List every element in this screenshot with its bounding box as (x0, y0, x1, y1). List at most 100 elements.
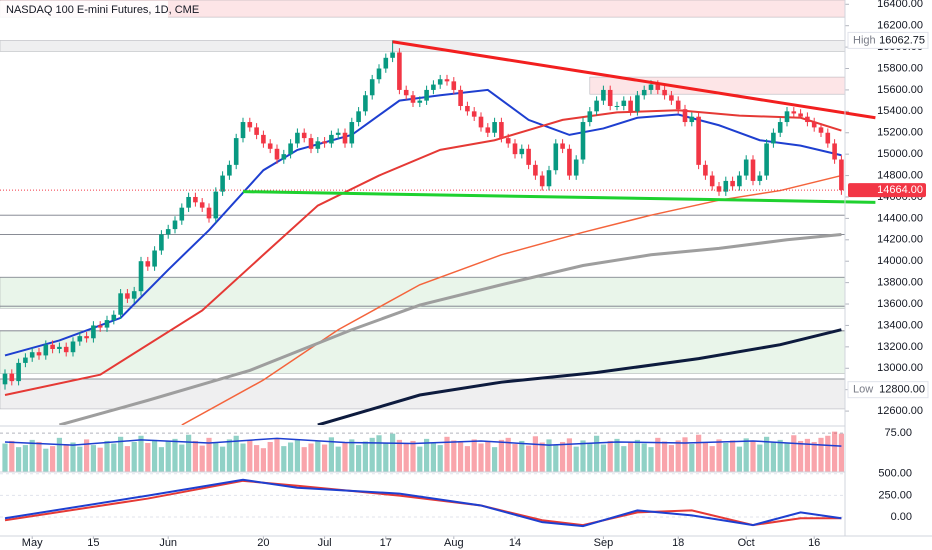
candle-body (526, 148, 531, 165)
candle-body (227, 164, 232, 176)
candle-body (512, 143, 518, 155)
oscillator-bar (349, 439, 355, 472)
candle-body (628, 100, 633, 112)
x-tick-label: May (22, 537, 43, 549)
candle-body (451, 81, 457, 90)
oscillator-bar (233, 435, 239, 472)
oscillator-bar (736, 446, 742, 472)
candle-body (29, 352, 35, 358)
candle-body (839, 159, 844, 191)
oscillator-bar (648, 447, 654, 472)
oscillator-bar (43, 448, 49, 472)
oscillator-bar (580, 440, 586, 472)
candle-body (533, 164, 538, 176)
candle-body (825, 132, 831, 144)
candle-body (682, 109, 688, 123)
oscillator-bar (111, 443, 117, 472)
candle-body (465, 105, 470, 112)
candle-body (261, 134, 266, 144)
oscillator-bar (838, 433, 844, 472)
candle-body (696, 116, 701, 165)
x-tick-label: Jun (159, 537, 177, 549)
candle-body (573, 159, 579, 176)
oscillator-bar (458, 442, 464, 472)
candle-body (410, 95, 416, 103)
y-tick-label: 15000.00 (877, 148, 923, 160)
oscillator-bar (410, 440, 416, 472)
candle-body (539, 175, 545, 187)
candle-body (614, 105, 620, 107)
oscillator-bar (553, 445, 559, 472)
high-marker-text: High (853, 34, 876, 46)
candle-body (580, 122, 586, 160)
macd-tick-label: 500.00 (878, 468, 912, 480)
oscillator-bar (804, 438, 810, 472)
oscillator-bar (573, 446, 579, 472)
x-tick-label: Aug (444, 537, 464, 549)
oscillator-bar (560, 441, 566, 472)
zone (0, 0, 845, 18)
y-tick-label: 15200.00 (877, 127, 923, 139)
candle-body (213, 191, 219, 219)
oscillator-bar (784, 443, 790, 472)
candle-body (471, 111, 477, 117)
oscillator-bar (145, 443, 151, 472)
oscillator-bar (322, 444, 328, 472)
candle-body (376, 68, 382, 80)
candle-body (750, 159, 756, 181)
x-tick-label: 17 (380, 537, 392, 549)
oscillator-bar (607, 440, 613, 472)
oscillator-bar (424, 438, 430, 472)
y-tick-label: 13400.00 (877, 319, 923, 331)
candle-body (594, 100, 599, 112)
candle-body (91, 325, 96, 339)
candle-body (63, 346, 69, 353)
oscillator-bar (437, 445, 443, 472)
oscillator-bar (532, 436, 538, 472)
candle-body (397, 52, 402, 90)
oscillator-bar (22, 445, 28, 472)
candle-body (152, 250, 157, 267)
y-tick-label: 13000.00 (877, 362, 923, 374)
x-tick-label: 15 (87, 537, 99, 549)
candle-body (356, 111, 361, 123)
oscillator-bar (444, 436, 450, 472)
moving-average (58, 232, 842, 425)
oscillator-bar (641, 443, 647, 472)
oscillator-bar (655, 437, 661, 472)
oscillator-pane (0, 431, 845, 472)
oscillator-bar (50, 446, 56, 472)
oscillator-bar (118, 436, 124, 472)
candle-body (743, 159, 749, 176)
oscillator-bar (308, 443, 314, 472)
oscillator-bar (716, 439, 722, 472)
oscillator-bar (172, 438, 178, 472)
low-marker-text: Low (853, 384, 873, 396)
oscillator-bar (675, 440, 681, 472)
oscillator-bar (539, 442, 545, 472)
candle-body (811, 122, 817, 128)
candle-body (390, 52, 395, 58)
candle-body (737, 175, 742, 187)
oscillator-bar (63, 444, 69, 472)
candle-body (499, 122, 504, 139)
x-tick-label: Jul (318, 537, 332, 549)
candle-body (675, 100, 681, 110)
oscillator-bar (825, 435, 831, 472)
title-box (0, 1, 168, 18)
candle-body (125, 293, 130, 299)
candle-body (301, 132, 307, 139)
oscillator-bar (818, 437, 824, 472)
oscillator-bar (288, 442, 294, 472)
oscillator-bar (798, 440, 804, 472)
oscillator-bar (84, 439, 90, 472)
candle-body (247, 122, 253, 128)
y-tick-label: 14200.00 (877, 234, 923, 246)
candle-body (485, 127, 491, 133)
candle-body (329, 134, 334, 144)
candle-body (315, 141, 321, 149)
candle-body (383, 57, 389, 69)
oscillator-bar (566, 438, 572, 472)
oscillator-bar (328, 437, 334, 472)
candle-body (621, 100, 627, 106)
